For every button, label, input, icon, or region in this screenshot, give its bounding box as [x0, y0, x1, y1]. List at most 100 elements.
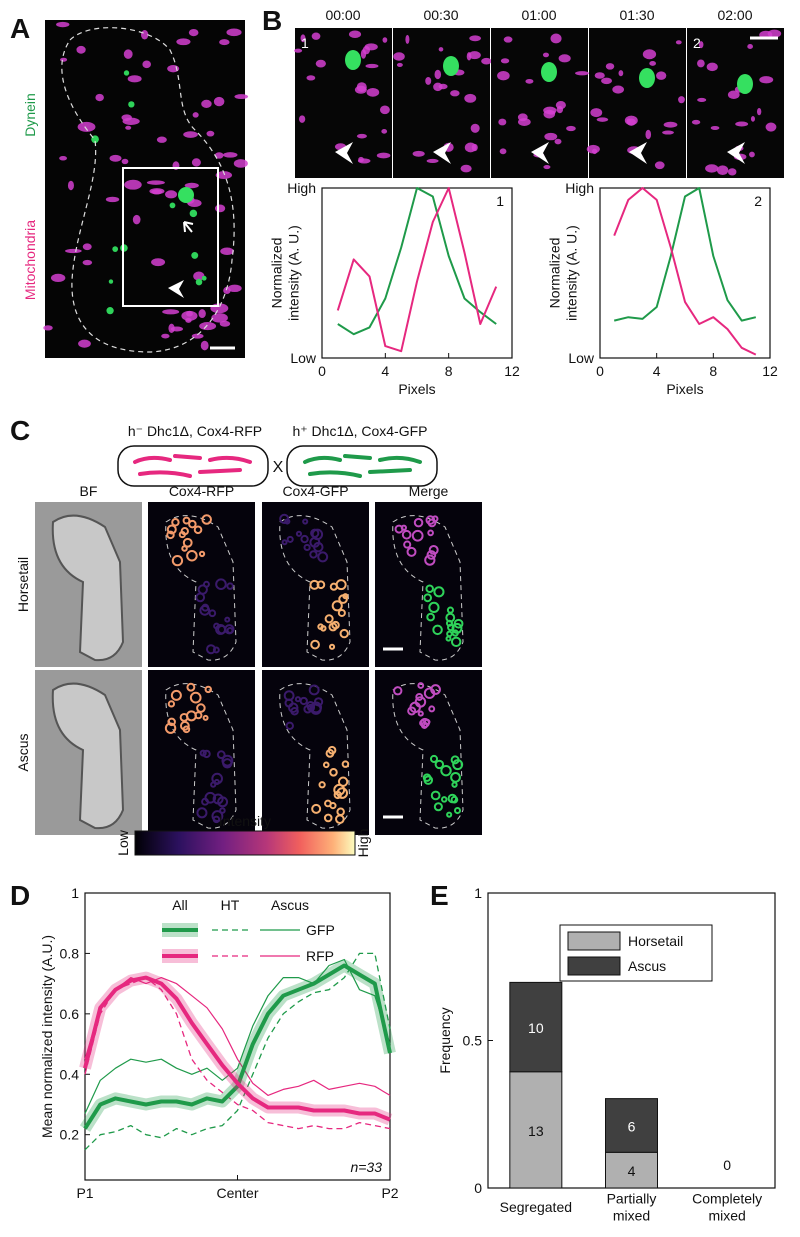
signal — [193, 525, 203, 535]
x-tick-label: Completely mixed — [692, 1191, 762, 1224]
cell-outline — [165, 683, 237, 829]
mito-signal — [691, 119, 701, 125]
signal — [212, 793, 224, 805]
mito-signal — [82, 243, 92, 251]
mito-signal — [469, 35, 481, 42]
mito-signal — [43, 325, 53, 331]
column-label: Cox4-GFP — [282, 483, 348, 499]
signal — [311, 528, 324, 541]
mito-signal — [705, 164, 719, 173]
dynein-signal — [178, 187, 194, 203]
dynein-signal — [345, 50, 361, 70]
mito-signal — [675, 40, 682, 45]
y-tick-label: High — [287, 180, 316, 196]
x-tick-label: Segregated — [500, 1199, 572, 1215]
signal — [202, 749, 211, 759]
mito-signal — [460, 164, 472, 173]
signal — [171, 518, 180, 527]
mito-signal — [366, 87, 380, 97]
mito-signal — [747, 43, 753, 50]
signal — [328, 643, 336, 650]
mito-signal — [121, 158, 129, 165]
mito-signal — [210, 303, 229, 314]
signal — [205, 644, 216, 655]
bar-segment — [605, 1151, 658, 1189]
signal — [440, 796, 448, 803]
x-tick-label: P1 — [76, 1185, 93, 1201]
mito-signal — [132, 214, 141, 225]
mito-signal — [226, 28, 242, 37]
micrograph — [45, 20, 245, 358]
dynein-signal — [639, 68, 655, 88]
signal — [285, 721, 294, 731]
mito-signal — [109, 154, 122, 162]
mito-signal — [503, 36, 513, 43]
panel-label: D — [10, 880, 30, 911]
mito-signal — [497, 71, 510, 81]
signal — [208, 609, 217, 618]
mito-signal — [121, 114, 132, 121]
mito-signal — [181, 310, 198, 321]
signal — [415, 693, 424, 701]
arrowhead — [531, 142, 549, 164]
mito-signal — [219, 39, 230, 46]
signal — [182, 516, 191, 525]
line — [84, 952, 391, 1151]
cell-outline — [279, 515, 351, 661]
signal — [453, 807, 462, 815]
signal — [424, 554, 436, 566]
legend-swatch — [567, 956, 621, 976]
mito-signal — [412, 150, 425, 157]
signal — [341, 760, 350, 768]
x-tick-label: 12 — [504, 363, 520, 379]
mito-signal — [706, 62, 718, 72]
signal — [224, 616, 231, 623]
count-label: 4 — [628, 1163, 636, 1179]
signal — [407, 706, 417, 716]
mito-signal — [60, 57, 68, 62]
signal — [303, 704, 313, 714]
cell — [51, 514, 125, 662]
mito-signal — [765, 122, 777, 132]
signal — [453, 618, 464, 629]
signal — [286, 535, 294, 543]
signal — [423, 593, 433, 603]
mito-signal — [151, 258, 166, 267]
signal — [450, 795, 459, 804]
signal — [338, 594, 348, 604]
signal — [325, 748, 335, 758]
signal — [433, 586, 445, 598]
signal — [179, 720, 190, 731]
signal — [202, 714, 209, 721]
signal — [329, 768, 338, 777]
mito-signal — [348, 30, 362, 39]
dynein-signal — [443, 56, 459, 76]
mito-signal — [759, 76, 774, 84]
annotation: 2 — [754, 193, 762, 209]
signal — [185, 710, 197, 722]
mito-signal — [645, 129, 652, 140]
signal — [309, 550, 318, 559]
y-tick-label: 0.4 — [60, 1066, 80, 1082]
line — [83, 975, 391, 1122]
mito-signal — [544, 132, 558, 141]
mito-signal — [105, 196, 120, 203]
signal — [419, 719, 426, 727]
signal — [166, 530, 175, 540]
signal — [425, 584, 434, 594]
timestamp: 02:00 — [717, 7, 752, 23]
mito-signal — [123, 49, 133, 59]
mito-signal — [590, 108, 603, 118]
mito-signal — [149, 188, 165, 195]
signal — [284, 698, 294, 708]
legend-header: HT — [221, 897, 240, 913]
signal — [182, 537, 193, 548]
mito-signal — [50, 273, 66, 283]
line — [336, 187, 498, 353]
mito-signal — [140, 30, 149, 40]
mito-signal — [393, 52, 405, 61]
signal — [428, 601, 440, 614]
row-label: Horsetail — [15, 557, 31, 612]
mito-signal — [200, 340, 209, 351]
signal — [433, 802, 443, 812]
